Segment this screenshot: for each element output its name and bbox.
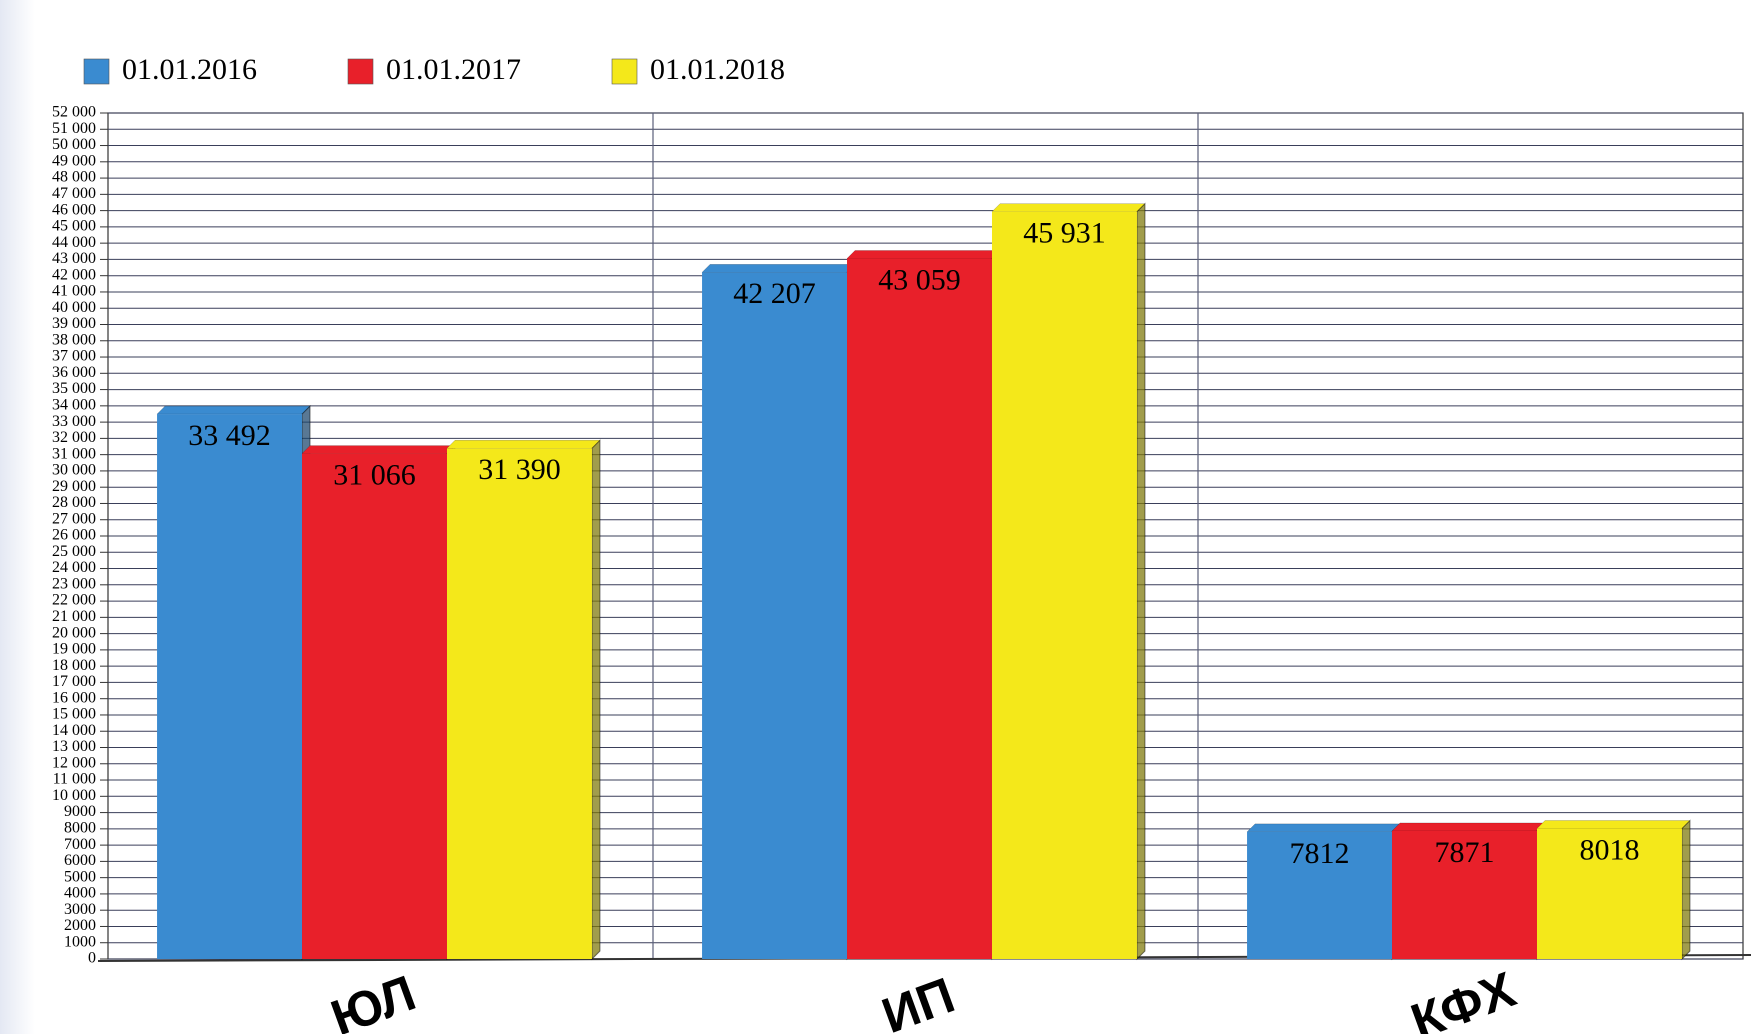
y-tick-label: 23 000 xyxy=(52,575,96,592)
y-tick-label: 12 000 xyxy=(52,754,96,771)
y-tick-label: 16 000 xyxy=(52,689,96,706)
y-tick-label: 45 000 xyxy=(52,218,96,235)
bar xyxy=(991,211,1137,959)
y-tick-label: 50 000 xyxy=(52,136,96,153)
bar-top xyxy=(846,250,1001,259)
bar-top xyxy=(701,264,856,273)
y-tick-label: 20 000 xyxy=(52,624,96,641)
y-tick-label: 36 000 xyxy=(52,364,96,381)
y-tick-label: 26 000 xyxy=(52,527,96,544)
y-tick-label: 4000 xyxy=(64,885,96,902)
bar-top xyxy=(446,440,601,449)
y-tick-label: 39 000 xyxy=(52,315,96,332)
legend-label: 01.01.2017 xyxy=(386,53,521,86)
y-tick-label: 37 000 xyxy=(52,348,96,365)
y-tick-label: 48 000 xyxy=(52,169,96,186)
y-tick-label: 22 000 xyxy=(52,592,96,609)
y-tick-label: 25 000 xyxy=(52,543,96,560)
bar xyxy=(847,258,992,959)
y-tick-label: 38 000 xyxy=(52,331,96,348)
bar xyxy=(446,448,592,959)
bar xyxy=(1392,830,1537,959)
y-tick-label: 35 000 xyxy=(52,380,96,397)
y-tick-label: 5000 xyxy=(64,868,96,885)
bar-side-shade xyxy=(1681,820,1690,959)
value-label: 7812 xyxy=(1290,837,1350,870)
bar-side xyxy=(591,439,601,961)
bar-top xyxy=(1246,823,1401,833)
legend-swatch xyxy=(347,58,374,85)
y-tick-label: 0 xyxy=(88,950,96,967)
y-tick-label: 15 000 xyxy=(52,706,96,723)
value-label: 8018 xyxy=(1579,833,1639,866)
y-tick-label: 47 000 xyxy=(52,185,96,202)
y-tick-label: 3000 xyxy=(64,901,96,918)
bar-top xyxy=(1536,820,1691,829)
value-label: 42 207 xyxy=(733,277,816,310)
bar-side-shade xyxy=(1136,203,1145,959)
y-tick-label: 17 000 xyxy=(52,673,96,690)
y-tick-label: 19 000 xyxy=(52,641,96,658)
y-tick-label: 29 000 xyxy=(52,478,96,495)
y-tick-label: 49 000 xyxy=(52,152,96,169)
y-tick-label: 51 000 xyxy=(52,120,96,137)
y-tick-label: 1000 xyxy=(64,933,96,950)
y-tick-label: 42 000 xyxy=(52,266,96,283)
y-tick-label: 13 000 xyxy=(52,738,96,755)
y-tick-label: 34 000 xyxy=(52,397,96,414)
value-label: 31 390 xyxy=(478,453,561,486)
value-label: 31 066 xyxy=(333,458,416,491)
y-tick-label: 31 000 xyxy=(52,445,96,462)
y-tick-label: 52 000 xyxy=(52,104,96,121)
y-tick-label: 18 000 xyxy=(52,657,96,674)
y-tick-label: 8000 xyxy=(64,820,96,837)
y-tick-label: 46 000 xyxy=(52,201,96,218)
y-tick-label: 24 000 xyxy=(52,559,96,576)
y-tick-label: 21 000 xyxy=(52,608,96,625)
legend-label: 01.01.2016 xyxy=(122,53,257,86)
value-label: 7871 xyxy=(1435,836,1495,869)
bar xyxy=(157,414,303,959)
y-tick-label: 40 000 xyxy=(52,299,96,316)
bar-side-shade xyxy=(591,440,600,959)
y-tick-label: 9000 xyxy=(64,803,96,820)
bar xyxy=(702,272,848,959)
bar-top xyxy=(156,405,311,415)
value-label: 33 492 xyxy=(188,419,271,452)
y-tick-label: 33 000 xyxy=(52,413,96,430)
bar-top xyxy=(991,203,1146,212)
value-label: 43 059 xyxy=(878,263,961,296)
bar-top xyxy=(1391,822,1546,832)
y-tick-label: 27 000 xyxy=(52,510,96,527)
legend-label: 01.01.2018 xyxy=(650,53,785,86)
legend-swatch xyxy=(611,58,638,85)
bar-top xyxy=(301,445,456,454)
value-label: 45 931 xyxy=(1023,217,1106,250)
y-tick-label: 30 000 xyxy=(52,462,96,479)
y-tick-label: 43 000 xyxy=(52,250,96,267)
y-tick-label: 41 000 xyxy=(52,283,96,300)
bar xyxy=(302,453,447,959)
y-tick-label: 14 000 xyxy=(52,722,96,739)
y-tick-label: 44 000 xyxy=(52,234,96,251)
y-tick-label: 32 000 xyxy=(52,429,96,446)
y-tick-label: 2000 xyxy=(64,917,96,934)
legend-swatch xyxy=(83,58,110,85)
bar xyxy=(1247,831,1393,959)
y-tick-label: 10 000 xyxy=(52,787,96,804)
y-tick-label: 7000 xyxy=(64,836,96,853)
y-tick-label: 28 000 xyxy=(52,494,96,511)
y-tick-label: 6000 xyxy=(64,852,96,869)
y-tick-label: 11 000 xyxy=(53,771,96,788)
bar xyxy=(1536,828,1682,959)
